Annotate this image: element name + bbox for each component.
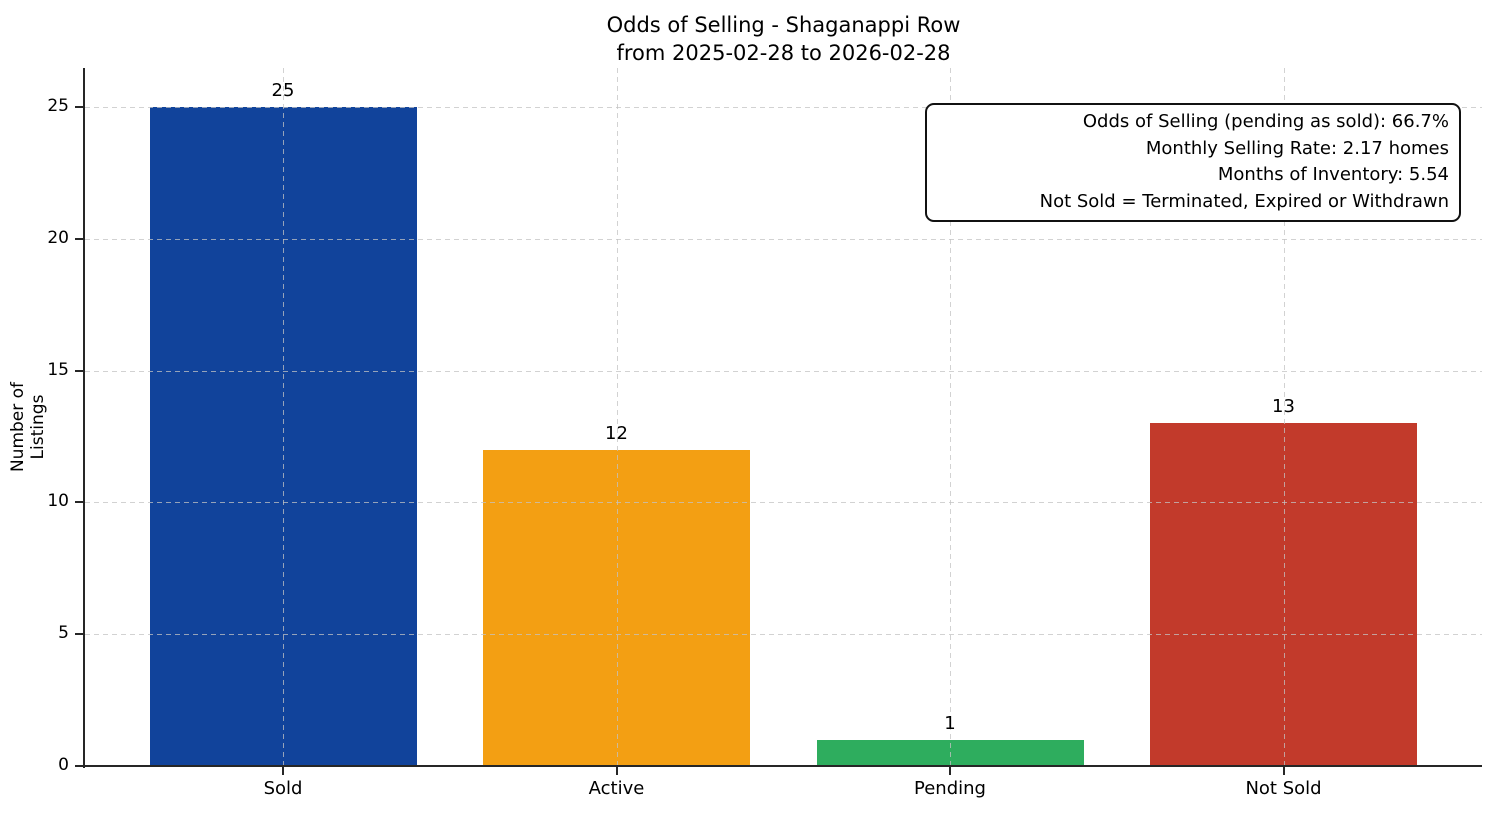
gridline-horizontal bbox=[85, 238, 1482, 240]
bar-value-label-not-sold: 13 bbox=[1272, 396, 1295, 418]
gridline-vertical bbox=[616, 68, 618, 766]
x-tick-label-sold: Sold bbox=[263, 778, 303, 799]
bar-value-label-pending: 1 bbox=[944, 712, 956, 734]
annotation-line: Months of Inventory: 5.54 bbox=[1217, 164, 1449, 185]
y-tick-mark bbox=[75, 501, 83, 504]
y-tick-label: 15 bbox=[47, 359, 69, 380]
y-tick-mark bbox=[75, 633, 83, 636]
gridline-vertical bbox=[1283, 68, 1285, 766]
stats-annotation-box: Odds of Selling (pending as sold): 66.7%… bbox=[925, 103, 1461, 222]
gridline-horizontal bbox=[85, 502, 1482, 504]
chart-subtitle: from 2025-02-28 to 2026-02-28 bbox=[616, 41, 951, 65]
y-tick-label: 25 bbox=[47, 96, 69, 116]
x-axis-spine bbox=[83, 765, 1482, 767]
gridline-horizontal bbox=[85, 370, 1482, 372]
chart-title: Odds of Selling - Shaganappi Row bbox=[606, 13, 961, 37]
x-tick-mark bbox=[615, 767, 618, 775]
x-tick-label-pending: Pending bbox=[914, 778, 986, 799]
gridline-horizontal bbox=[85, 107, 1482, 108]
bar-value-label-sold: 25 bbox=[271, 80, 295, 101]
gridline-vertical bbox=[283, 68, 284, 766]
x-tick-label-not-sold: Not Sold bbox=[1245, 778, 1322, 799]
x-tick-label-active: Active bbox=[588, 778, 645, 799]
y-tick-label: 10 bbox=[47, 491, 69, 512]
annotation-line: Odds of Selling (pending as sold): 66.7% bbox=[1082, 111, 1449, 132]
y-tick-label: 20 bbox=[47, 227, 69, 248]
annotation-line: Monthly Selling Rate: 2.17 homes bbox=[1145, 137, 1449, 159]
x-tick-mark bbox=[1282, 767, 1285, 775]
bar-value-label-active: 12 bbox=[605, 422, 628, 444]
annotation-line: Not Sold = Terminated, Expired or Withdr… bbox=[1039, 190, 1449, 212]
y-axis-spine bbox=[83, 68, 85, 768]
x-tick-mark bbox=[282, 767, 284, 775]
y-tick-mark bbox=[75, 237, 83, 240]
y-tick-label: 0 bbox=[58, 755, 69, 775]
y-tick-mark bbox=[75, 369, 83, 372]
y-tick-mark bbox=[75, 106, 83, 108]
y-tick-label: 5 bbox=[58, 623, 69, 644]
gridline-horizontal bbox=[85, 634, 1482, 636]
chart-title-block: Odds of Selling - Shaganappi Row from 20… bbox=[85, 11, 1482, 67]
x-tick-mark bbox=[949, 767, 951, 775]
y-tick-mark bbox=[75, 765, 83, 767]
gridline-vertical bbox=[950, 68, 951, 766]
